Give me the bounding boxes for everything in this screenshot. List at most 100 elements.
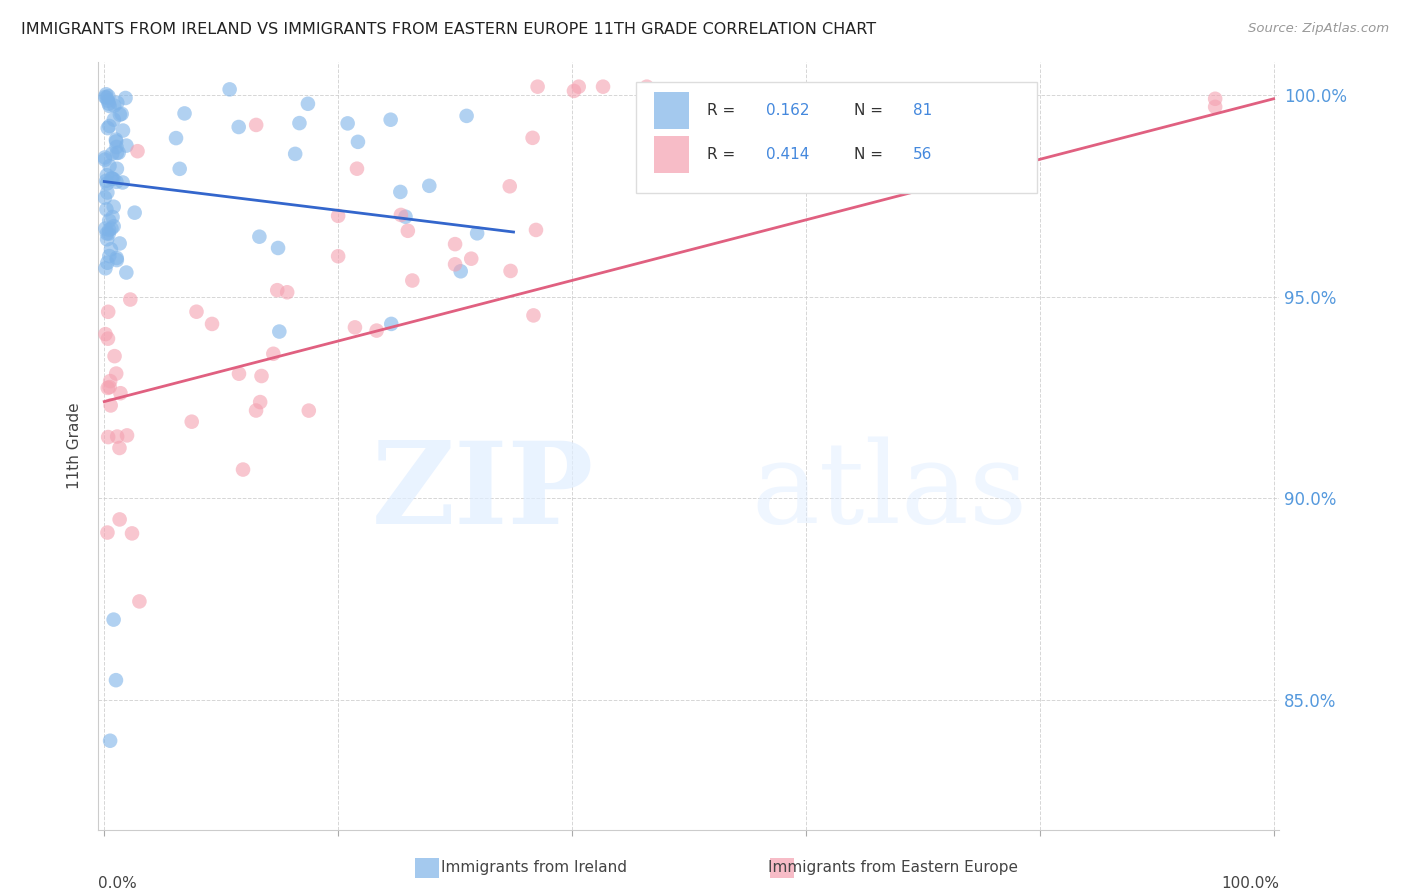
Point	[105, 161, 128, 176]
Point	[343, 320, 366, 334]
Point	[96, 525, 118, 540]
Point	[228, 120, 250, 134]
Point	[111, 176, 134, 190]
Point	[98, 213, 121, 227]
Point	[450, 264, 472, 278]
Point	[104, 133, 127, 147]
Point	[94, 221, 117, 235]
Point	[269, 325, 291, 339]
Point	[98, 119, 121, 133]
Point	[245, 118, 267, 132]
Text: Immigrants from Ireland: Immigrants from Ireland	[441, 860, 627, 874]
Point	[169, 161, 191, 176]
Point	[115, 428, 138, 442]
Point	[101, 146, 124, 161]
Point	[101, 171, 124, 186]
Point	[115, 266, 138, 280]
Point	[94, 90, 117, 104]
Point	[526, 79, 548, 94]
Point	[266, 283, 288, 297]
Point	[346, 161, 368, 176]
Point	[228, 367, 250, 381]
Point	[165, 131, 187, 145]
Point	[460, 252, 482, 266]
Point	[499, 264, 522, 278]
Point	[298, 403, 321, 417]
Point	[97, 94, 120, 108]
Point	[105, 429, 128, 443]
Point	[103, 349, 125, 363]
Text: 56: 56	[914, 147, 932, 162]
Point	[96, 202, 118, 217]
Point	[98, 374, 121, 388]
Text: 100.0%: 100.0%	[1222, 876, 1279, 890]
Text: R =: R =	[707, 103, 740, 119]
Text: 0.414: 0.414	[766, 147, 808, 162]
Point	[108, 236, 131, 251]
Point	[103, 219, 125, 234]
Point	[97, 381, 120, 395]
Point	[105, 175, 128, 189]
Point	[98, 159, 121, 173]
Point	[105, 135, 128, 149]
Point	[96, 91, 118, 105]
Point	[522, 309, 544, 323]
Point	[127, 144, 149, 158]
Y-axis label: 11th Grade: 11th Grade	[67, 402, 83, 490]
Point	[522, 131, 544, 145]
Text: ZIP: ZIP	[373, 436, 595, 548]
Point	[96, 256, 118, 270]
Point	[245, 403, 267, 417]
Point	[250, 369, 273, 384]
Point	[105, 95, 128, 110]
Point	[96, 232, 118, 246]
Point	[389, 185, 412, 199]
Point	[297, 96, 319, 111]
Point	[97, 305, 120, 319]
Point	[101, 210, 124, 224]
Point	[396, 224, 419, 238]
Point	[347, 135, 370, 149]
Point	[105, 145, 128, 160]
Point	[96, 186, 118, 200]
Point	[499, 179, 522, 194]
Point	[444, 257, 467, 271]
Point	[100, 221, 122, 235]
Point	[568, 79, 591, 94]
Point	[103, 200, 125, 214]
Point	[115, 138, 138, 153]
Point	[98, 249, 121, 263]
Point	[173, 106, 195, 120]
Point	[103, 112, 125, 127]
Point	[562, 84, 585, 98]
Point	[107, 145, 129, 160]
Point	[180, 415, 202, 429]
Point	[100, 399, 122, 413]
Point	[128, 594, 150, 608]
Point	[100, 242, 122, 256]
Point	[592, 79, 614, 94]
Point	[110, 386, 132, 401]
FancyBboxPatch shape	[636, 81, 1038, 193]
Point	[456, 109, 478, 123]
Point	[103, 98, 125, 112]
Point	[94, 327, 117, 342]
Text: 0.162: 0.162	[766, 103, 810, 119]
Point	[114, 91, 136, 105]
Point	[389, 208, 412, 222]
Text: R =: R =	[707, 147, 740, 162]
Point	[98, 380, 121, 394]
Point	[111, 107, 134, 121]
Point	[247, 229, 270, 244]
Text: Immigrants from Eastern Europe: Immigrants from Eastern Europe	[768, 860, 1018, 874]
Bar	[654, 93, 689, 129]
Text: Source: ZipAtlas.com: Source: ZipAtlas.com	[1249, 22, 1389, 36]
Point	[336, 116, 359, 130]
Point	[104, 673, 127, 688]
Point	[120, 293, 142, 307]
Text: 81: 81	[914, 103, 932, 119]
Point	[96, 174, 118, 188]
Point	[97, 121, 120, 136]
Point	[105, 253, 128, 268]
Point	[94, 151, 117, 165]
